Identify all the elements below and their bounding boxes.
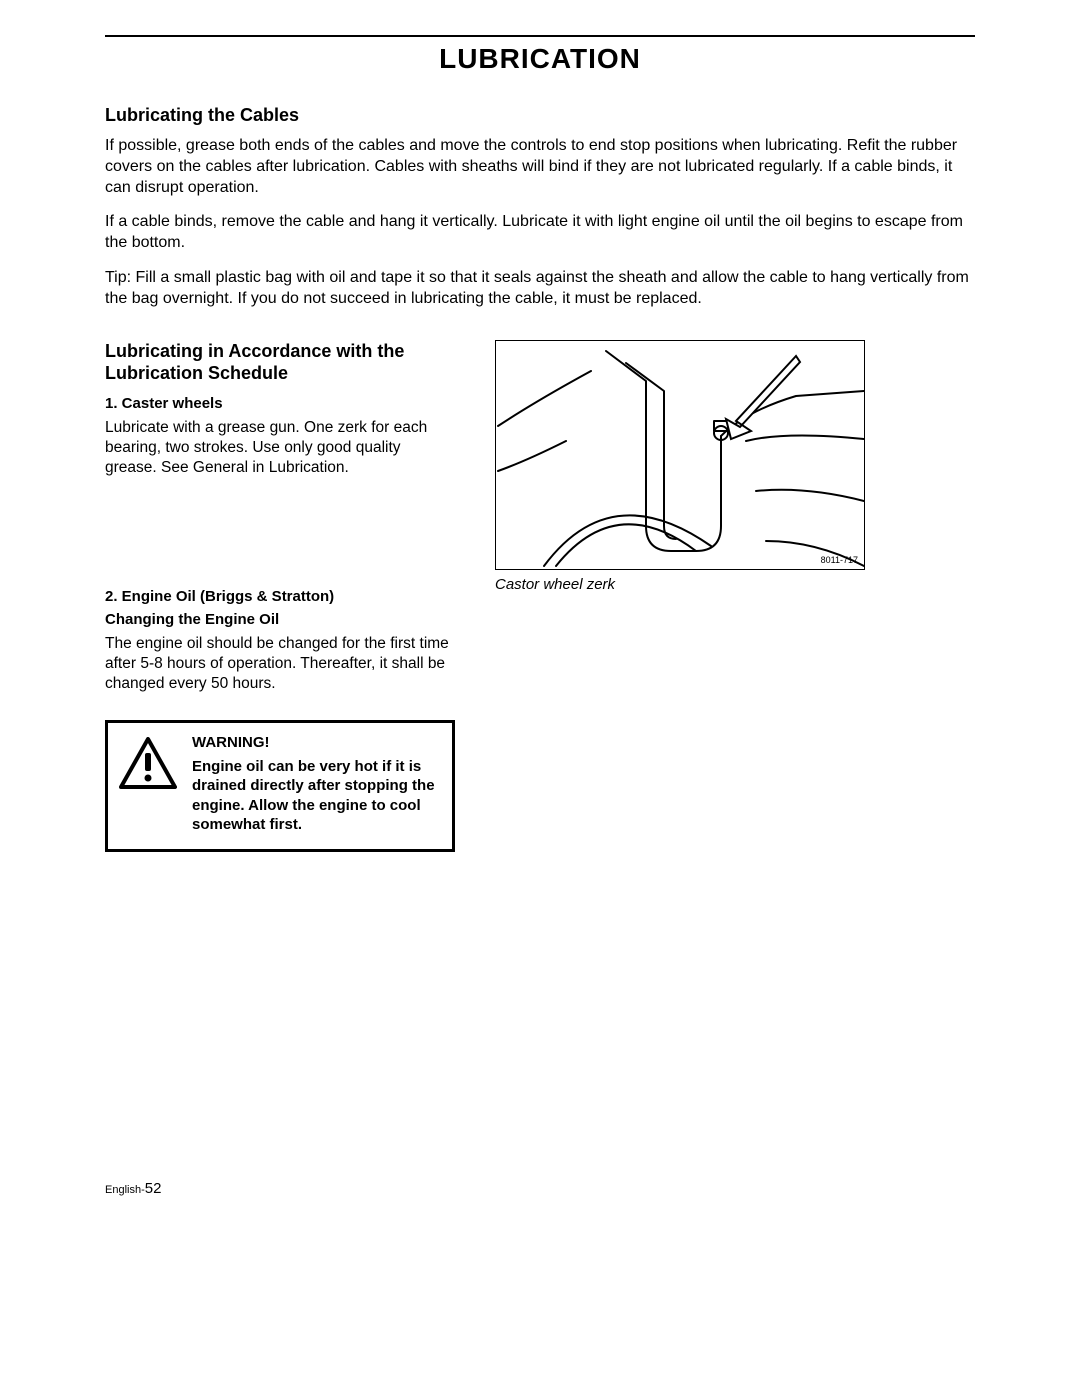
paragraph: If possible, grease both ends of the cab… bbox=[105, 136, 975, 198]
two-column-layout: Lubricating in Accordance with the Lubri… bbox=[105, 340, 975, 852]
figure: 8011-717 bbox=[495, 340, 865, 570]
item-title: 1. Caster wheels bbox=[105, 395, 455, 412]
item-title: 2. Engine Oil (Briggs & Stratton) bbox=[105, 588, 455, 605]
page-footer: English-52 bbox=[105, 1180, 161, 1197]
paragraph: Lubricate with a grease gun. One zerk fo… bbox=[105, 418, 455, 478]
document-page: LUBRICATION Lubricating the Cables If po… bbox=[0, 0, 1080, 1397]
section-heading: Lubricating the Cables bbox=[105, 105, 975, 126]
paragraph: The engine oil should be changed for the… bbox=[105, 634, 455, 694]
warning-box: WARNING! Engine oil can be very hot if i… bbox=[105, 720, 455, 852]
paragraph: Tip: Fill a small plastic bag with oil a… bbox=[105, 268, 975, 310]
warning-icon bbox=[118, 733, 178, 835]
section-heading: Lubricating in Accordance with the Lubri… bbox=[105, 340, 455, 385]
paragraph: If a cable binds, remove the cable and h… bbox=[105, 212, 975, 254]
page-number: 52 bbox=[145, 1180, 162, 1197]
warning-text: WARNING! Engine oil can be very hot if i… bbox=[192, 733, 438, 835]
right-column: 8011-717 Castor wheel zerk bbox=[495, 340, 975, 852]
figure-number: 8011-717 bbox=[821, 555, 858, 565]
item-subtitle: Changing the Engine Oil bbox=[105, 611, 455, 628]
footer-language: English- bbox=[105, 1184, 145, 1196]
caster-wheel-illustration bbox=[496, 341, 865, 570]
warning-title: WARNING! bbox=[192, 733, 438, 753]
page-title: LUBRICATION bbox=[105, 43, 975, 75]
warning-body: Engine oil can be very hot if it is drai… bbox=[192, 757, 438, 835]
left-column: Lubricating in Accordance with the Lubri… bbox=[105, 340, 455, 852]
top-rule bbox=[105, 35, 975, 37]
figure-caption: Castor wheel zerk bbox=[495, 576, 975, 593]
